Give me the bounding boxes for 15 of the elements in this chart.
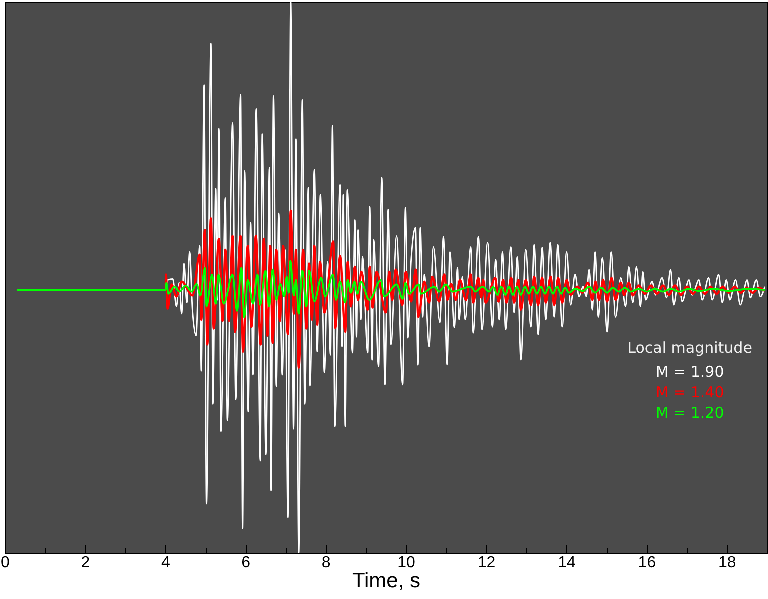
x-tick-label: 2: [81, 554, 90, 572]
x-axis-title: Time, s: [352, 570, 421, 592]
x-tick-label: 18: [718, 554, 736, 572]
legend-title: Local magnitude: [628, 339, 752, 358]
text: M = 1.90: [656, 363, 724, 382]
x-tick-label: 12: [478, 554, 496, 572]
x-tick-label: 0: [1, 554, 10, 572]
x-tick-label: 10: [398, 554, 416, 572]
x-tick-label: 6: [242, 554, 251, 572]
x-tick-label: 4: [161, 554, 170, 572]
x-tick-label: 16: [638, 554, 656, 572]
x-tick-label: 8: [322, 554, 331, 572]
text: M = 1.20: [656, 404, 724, 422]
x-tick-label: 14: [558, 554, 576, 572]
text: M = 1.40: [656, 384, 724, 402]
